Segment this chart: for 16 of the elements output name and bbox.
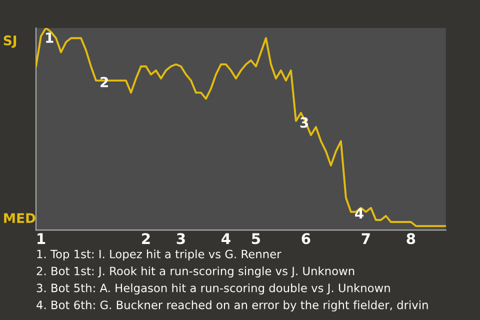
x-tick-label: 4 bbox=[222, 233, 230, 244]
text: 1. Top 1st: I. Lopez hit a triple vs G. Renner bbox=[37, 250, 282, 261]
text: 2. Bot 1st: J. Rook hit a run-scoring single vs J. Unknown bbox=[36, 266, 354, 278]
text: 4. Bot 6th: G. Buckner reached on an error by the right fielder, drivin bbox=[36, 300, 428, 312]
text: 3. Bot 5th: A. Helgason hit a run-scoring double vs J. Unknown bbox=[36, 283, 390, 294]
x-tick-label: 2 bbox=[142, 233, 150, 244]
x-tick-label: 7 bbox=[362, 233, 370, 244]
x-tick-label: 3 bbox=[176, 233, 185, 244]
x-tick-label: 1 bbox=[38, 233, 46, 244]
text: SJ bbox=[4, 35, 16, 48]
x-tick-label: 5 bbox=[252, 233, 260, 244]
x-tick-label: 8 bbox=[406, 233, 416, 244]
annotation: 4 bbox=[355, 208, 364, 219]
annotation: 1 bbox=[46, 32, 54, 43]
x-tick-label: 6 bbox=[302, 233, 310, 244]
text: MED bbox=[4, 213, 36, 223]
